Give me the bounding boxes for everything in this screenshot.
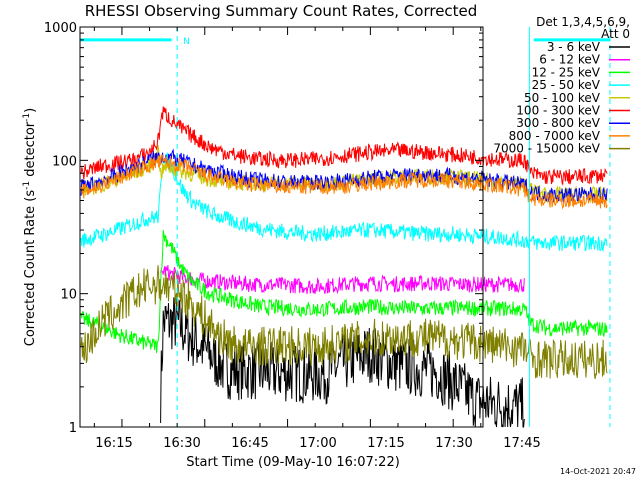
series-line (80, 230, 608, 354)
y-tick-label: 1 (69, 421, 77, 436)
x-tick-label: 17:15 (367, 436, 404, 451)
legend-entry: 6 - 12 keV (539, 53, 601, 67)
night-marker-label: N (183, 37, 190, 47)
series-line (80, 106, 608, 187)
x-tick-label: 17:30 (435, 436, 472, 451)
x-tick-label: 16:30 (163, 436, 200, 451)
x-tick-label: 16:45 (231, 436, 268, 451)
legend-entry: 12 - 25 keV (532, 65, 601, 79)
series-line (80, 265, 608, 379)
x-tick-label: 16:15 (95, 436, 132, 451)
legend-entry: 7000 - 15000 keV (493, 142, 600, 156)
y-tick-label: 10 (60, 288, 77, 303)
x-tick-label: 17:45 (503, 436, 540, 451)
y-axis-label: Corrected Count Rate (s-1 detector-1) (22, 108, 38, 346)
series-layer (80, 106, 608, 428)
legend-entry: 800 - 7000 keV (509, 129, 601, 143)
x-tick-label: 17:00 (299, 436, 336, 451)
series-line (160, 297, 525, 428)
legend-entry: 300 - 800 keV (516, 116, 600, 130)
chart-title: RHESSI Observing Summary Count Rates, Co… (85, 2, 478, 20)
y-tick-label: 1000 (44, 21, 77, 36)
legend-entry: 50 - 100 keV (524, 91, 601, 105)
series-line (160, 265, 525, 295)
legend-entry: 3 - 6 keV (547, 40, 601, 54)
y-tick-label: 100 (52, 154, 77, 169)
legend-header-line-2: Att 0 (601, 27, 630, 41)
series-line (80, 153, 608, 210)
axis-layer: 1 10 100 1000 16:15 16:30 16:45 17:00 17:15 17:30… (44, 21, 541, 451)
legend-header-line-1: Det 1,3,4,5,6,9, (536, 15, 630, 29)
legend-entry: 25 - 50 keV (532, 78, 601, 92)
plot-frame (79, 26, 484, 428)
footer-timestamp: 14-Oct-2021 20:47 (560, 467, 636, 476)
legend-entry: 100 - 300 keV (516, 104, 600, 118)
x-axis-label: Start Time (09-May-10 16:07:22) (186, 455, 400, 470)
